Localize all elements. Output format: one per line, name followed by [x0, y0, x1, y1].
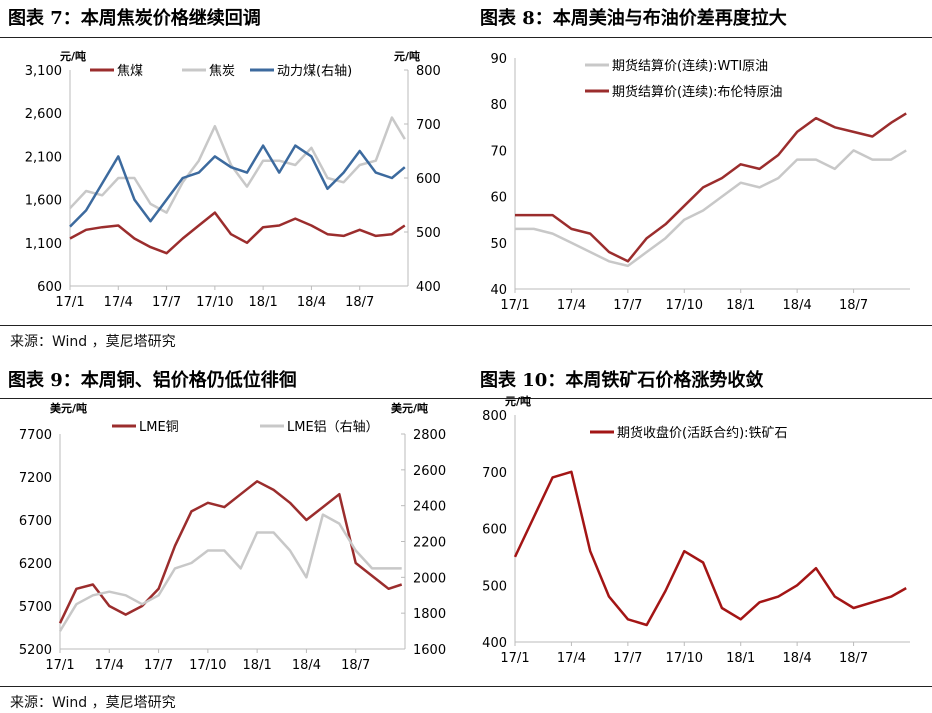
y-tick-label-left: 50 — [490, 237, 507, 252]
x-tick-label: 18/1 — [726, 651, 755, 666]
divider — [0, 325, 932, 326]
y-tick-label-left: 2,600 — [25, 107, 62, 122]
y-tick-label-left: 600 — [37, 280, 62, 295]
series-line-0 — [513, 470, 907, 627]
y-tick-label-left: 6200 — [19, 557, 52, 572]
x-tick-label: 18/4 — [292, 658, 321, 673]
y-tick-label-left: 400 — [482, 636, 507, 651]
y-tick-label-left: 2,100 — [25, 150, 62, 165]
x-tick-label: 18/7 — [341, 658, 370, 673]
x-tick-label: 17/7 — [613, 298, 642, 313]
x-tick-label: 17/1 — [500, 298, 529, 313]
legend-label: 期货收盘价(活跃合约):铁矿石 — [617, 425, 788, 441]
y-tick-label-right: 500 — [416, 226, 441, 241]
legend-label: LME铜 — [139, 420, 179, 435]
y-axis-unit-left: 元/吨 — [505, 394, 531, 408]
legend-label: 期货结算价(连续):布伦特原油 — [612, 84, 783, 100]
legend-label: 焦煤 — [117, 64, 143, 79]
chart-7-title: 图表 7：本周焦炭价格继续回调 — [8, 8, 261, 29]
x-tick-label: 17/1 — [500, 651, 529, 666]
source-note: 来源：Wind ，莫尼塔研究 — [10, 695, 176, 711]
chart-10-title: 图表 10：本周铁矿石价格涨势收敛 — [480, 370, 764, 391]
y-tick-label-left: 5200 — [19, 643, 52, 658]
series-line-1 — [58, 513, 402, 632]
y-axis-unit-right: 元/吨 — [394, 49, 420, 63]
y-tick-label-left: 40 — [490, 283, 507, 298]
y-tick-label-left: 700 — [482, 466, 507, 481]
y-tick-label-right: 600 — [416, 172, 441, 187]
legend-label: 焦炭 — [209, 64, 235, 79]
series-line-0 — [58, 480, 403, 624]
x-tick-label: 18/4 — [297, 295, 326, 310]
y-tick-label-left: 5700 — [19, 600, 52, 615]
y-tick-label-right: 800 — [416, 64, 441, 79]
x-tick-label: 17/7 — [613, 651, 642, 666]
y-tick-label-right: 2600 — [413, 464, 446, 479]
x-tick-label: 18/4 — [783, 298, 812, 313]
x-tick-label: 18/1 — [726, 298, 755, 313]
y-tick-label-left: 80 — [490, 98, 507, 113]
x-tick-label: 17/10 — [196, 295, 233, 310]
y-tick-label-right: 1800 — [413, 607, 446, 622]
x-tick-label: 17/4 — [557, 651, 586, 666]
y-tick-label-left: 1,600 — [25, 194, 62, 209]
y-tick-label-left: 90 — [490, 52, 507, 67]
series-line-0 — [515, 149, 907, 268]
y-tick-label-left: 70 — [490, 144, 507, 159]
y-tick-label-left: 7700 — [19, 428, 52, 443]
y-axis-unit-left: 美元/吨 — [50, 401, 87, 415]
series-line-0 — [69, 211, 406, 255]
x-tick-label: 17/10 — [666, 651, 703, 666]
divider — [0, 686, 932, 687]
y-tick-label-left: 6700 — [19, 514, 52, 529]
legend-label: LME铝（右轴） — [287, 420, 379, 435]
y-tick-label-left: 600 — [482, 523, 507, 538]
x-tick-label: 17/7 — [144, 658, 173, 673]
x-tick-label: 17/10 — [189, 658, 226, 673]
y-axis-unit-right: 美元/吨 — [391, 401, 428, 415]
source-note: 来源：Wind ，莫尼塔研究 — [10, 334, 176, 350]
legend-label: 动力煤(右轴) — [277, 64, 352, 79]
y-tick-label-right: 2200 — [413, 536, 446, 551]
y-tick-label-left: 7200 — [19, 471, 52, 486]
chart-8-title: 图表 8：本周美油与布油价差再度拉大 — [480, 8, 787, 29]
x-tick-label: 17/4 — [95, 658, 124, 673]
y-tick-label-right: 700 — [416, 118, 441, 133]
y-tick-label-right: 400 — [416, 280, 441, 295]
legend-label: 期货结算价(连续):WTI原油 — [612, 58, 768, 74]
y-tick-label-left: 1,100 — [25, 237, 62, 252]
x-tick-label: 17/1 — [45, 658, 74, 673]
x-tick-label: 17/4 — [557, 298, 586, 313]
x-tick-label: 18/1 — [249, 295, 278, 310]
x-tick-label: 17/1 — [55, 295, 84, 310]
y-tick-label-left: 3,100 — [25, 64, 62, 79]
chart-9-title: 图表 9：本周铜、铝价格仍低位徘徊 — [8, 370, 297, 391]
y-tick-label-left: 800 — [482, 409, 507, 424]
series-line-1 — [515, 112, 907, 263]
y-tick-label-right: 2800 — [413, 428, 446, 443]
x-tick-label: 18/7 — [839, 651, 868, 666]
divider — [0, 37, 932, 38]
x-tick-label: 17/10 — [666, 298, 703, 313]
y-tick-label-right: 1600 — [413, 643, 446, 658]
x-tick-label: 18/4 — [783, 651, 812, 666]
x-tick-label: 17/7 — [152, 295, 181, 310]
y-axis-unit-left: 元/吨 — [60, 49, 86, 63]
series-line-2 — [69, 144, 406, 228]
x-tick-label: 18/7 — [345, 295, 374, 310]
divider — [0, 398, 932, 399]
y-tick-label-right: 2000 — [413, 571, 446, 586]
x-tick-label: 18/7 — [839, 298, 868, 313]
x-tick-label: 18/1 — [243, 658, 272, 673]
x-tick-label: 17/4 — [104, 295, 133, 310]
y-tick-label-left: 60 — [490, 191, 507, 206]
y-tick-label-left: 500 — [482, 579, 507, 594]
y-tick-label-right: 2400 — [413, 500, 446, 515]
